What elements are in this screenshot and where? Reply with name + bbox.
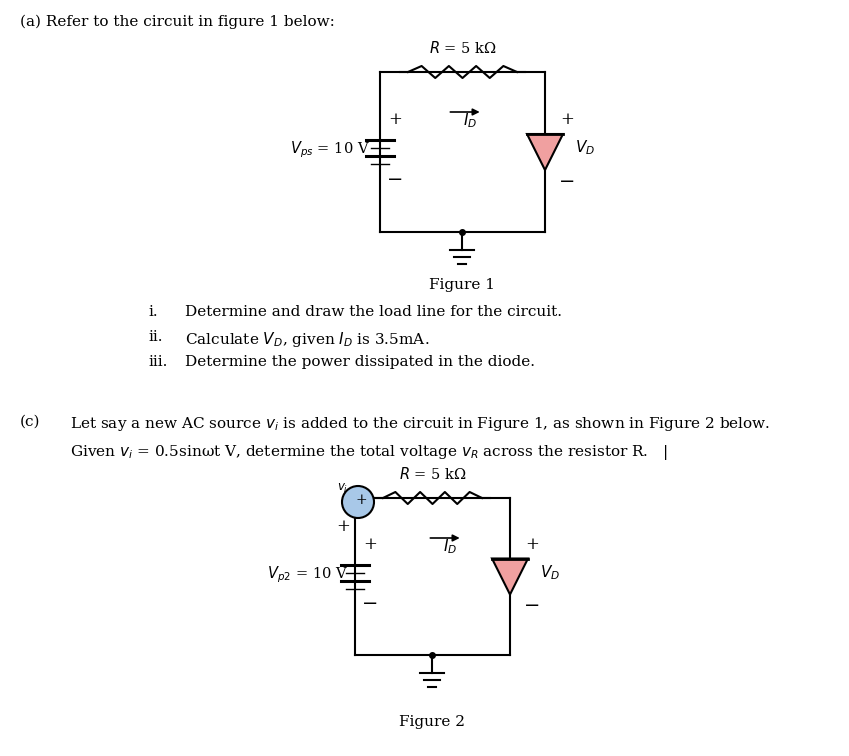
Text: Determine the power dissipated in the diode.: Determine the power dissipated in the di… <box>185 355 535 369</box>
Text: −: − <box>362 596 378 614</box>
Text: Figure 2: Figure 2 <box>400 715 465 729</box>
Text: −: − <box>387 171 403 189</box>
Text: +: + <box>560 111 574 129</box>
Text: (a) Refer to the circuit in figure 1 below:: (a) Refer to the circuit in figure 1 bel… <box>20 15 335 29</box>
Text: Figure 1: Figure 1 <box>430 278 496 292</box>
Text: $I_D$: $I_D$ <box>443 538 457 556</box>
Text: +: + <box>363 536 377 553</box>
Text: $I_D$: $I_D$ <box>463 111 477 130</box>
Text: +: + <box>355 493 367 507</box>
Text: $V_{p2}$ = 10 V: $V_{p2}$ = 10 V <box>267 564 348 585</box>
Text: Let say a new AC source $v_i$ is added to the circuit in Figure 1, as shown in F: Let say a new AC source $v_i$ is added t… <box>70 415 770 433</box>
Text: (c): (c) <box>20 415 41 429</box>
Text: −: − <box>559 173 575 191</box>
Text: $v_i$: $v_i$ <box>337 482 349 494</box>
Text: Determine and draw the load line for the circuit.: Determine and draw the load line for the… <box>185 305 562 319</box>
Text: −: − <box>524 597 540 615</box>
Text: i.: i. <box>148 305 158 319</box>
Circle shape <box>342 486 374 518</box>
Polygon shape <box>492 559 528 594</box>
Text: $R$ = 5 kΩ: $R$ = 5 kΩ <box>429 40 497 56</box>
Text: iii.: iii. <box>148 355 167 369</box>
Text: $V_D$: $V_D$ <box>540 563 560 582</box>
Text: $V_{ps}$ = 10 V: $V_{ps}$ = 10 V <box>290 140 370 160</box>
Text: ii.: ii. <box>148 330 162 344</box>
Text: $V_D$: $V_D$ <box>575 138 595 157</box>
Text: $R$ = 5 kΩ: $R$ = 5 kΩ <box>399 466 466 482</box>
Text: Given $v_i$ = 0.5sinωt V, determine the total voltage $v_R$ across the resistor : Given $v_i$ = 0.5sinωt V, determine the … <box>70 443 667 462</box>
Polygon shape <box>527 134 563 170</box>
Text: +: + <box>525 536 539 553</box>
Text: Calculate $V_D$, given $I_D$ is 3.5mA.: Calculate $V_D$, given $I_D$ is 3.5mA. <box>185 330 430 349</box>
Text: +: + <box>336 518 350 535</box>
Text: +: + <box>388 111 402 129</box>
